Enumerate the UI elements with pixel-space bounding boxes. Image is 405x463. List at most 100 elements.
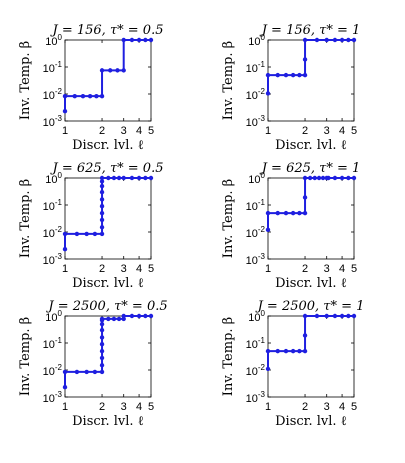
x-axis-label: Discr. lvl. ℓ <box>275 414 347 429</box>
data-point <box>339 313 345 319</box>
y-tick-label: 10-3 <box>43 252 63 267</box>
x-tick-label: 4 <box>136 401 142 413</box>
y-tick-label: 100 <box>248 171 265 186</box>
data-point <box>332 37 338 43</box>
data-point <box>148 175 154 181</box>
data-point <box>99 210 105 216</box>
data-point <box>99 93 105 99</box>
y-tick-label: 10-2 <box>43 87 63 102</box>
x-tick-label: 4 <box>136 125 142 137</box>
x-tick-label: 5 <box>351 125 357 137</box>
data-point <box>290 348 296 354</box>
y-tick-label: 10-2 <box>246 363 266 378</box>
x-tick-label: 1 <box>62 263 68 275</box>
x-axis-label: Discr. lvl. ℓ <box>275 138 347 153</box>
data-point <box>290 72 296 78</box>
y-tick-label: 10-3 <box>246 252 266 267</box>
plot-frame <box>267 315 355 398</box>
plot-frame <box>64 177 152 260</box>
x-tick-label: 2 <box>302 263 308 275</box>
x-tick-label: 5 <box>351 263 357 275</box>
data-point <box>99 189 105 195</box>
data-point <box>283 72 289 78</box>
x-tick-label: 1 <box>265 125 271 137</box>
data-point <box>111 316 117 322</box>
data-point <box>324 37 329 43</box>
data-point <box>108 68 113 73</box>
data-point <box>351 37 357 43</box>
x-tick-label: 1 <box>62 125 68 137</box>
x-tick-label: 5 <box>148 263 154 275</box>
data-point <box>351 175 357 181</box>
data-point <box>84 369 89 375</box>
data-point <box>302 72 308 78</box>
x-axis-label: Discr. lvl. ℓ <box>72 276 144 291</box>
data-point <box>307 175 313 181</box>
data-point <box>148 37 154 43</box>
y-tick-label: 10-1 <box>246 198 266 213</box>
data-point <box>87 93 93 99</box>
data-point <box>92 231 98 237</box>
data-point <box>129 313 135 319</box>
data-point <box>80 93 86 99</box>
data-point <box>275 72 280 78</box>
data-point <box>275 348 280 354</box>
data-point <box>302 57 308 62</box>
data-point <box>121 313 126 319</box>
data-point <box>74 369 80 375</box>
data-point <box>99 327 105 333</box>
data-point <box>121 175 126 181</box>
data-point <box>265 227 271 233</box>
data-point <box>351 313 357 319</box>
data-point <box>320 175 326 181</box>
data-point <box>312 175 317 181</box>
data-point <box>99 342 105 347</box>
data-point <box>129 175 135 181</box>
x-tick-label: 3 <box>121 125 127 137</box>
data-point <box>339 37 345 43</box>
chart-title: J = 2500, τ* = 1 <box>255 299 365 314</box>
y-axis-label: Inv. Temp. β <box>18 317 33 396</box>
data-point <box>99 316 105 322</box>
x-tick-label: 1 <box>265 401 271 413</box>
x-tick-label: 4 <box>339 401 345 413</box>
data-point <box>62 109 68 114</box>
data-point <box>116 316 122 322</box>
data-point <box>62 247 68 252</box>
data-point <box>136 175 142 181</box>
data-point <box>346 175 351 181</box>
data-point <box>99 335 105 340</box>
y-axis-label: Inv. Temp. β <box>18 41 33 120</box>
y-tick-label: 10-1 <box>43 198 63 213</box>
data-point <box>62 93 68 99</box>
x-tick-label: 5 <box>148 125 154 137</box>
data-point <box>99 231 105 237</box>
data-point <box>92 369 98 375</box>
data-point <box>332 175 338 181</box>
data-point <box>99 225 105 230</box>
data-point <box>99 355 105 361</box>
data-point <box>314 37 320 43</box>
x-tick-label: 2 <box>302 401 308 413</box>
data-point <box>62 385 68 390</box>
y-tick-label: 100 <box>45 309 62 324</box>
data-point <box>283 210 289 216</box>
series-line <box>64 177 151 250</box>
y-tick-label: 10-1 <box>43 336 63 351</box>
x-axis-label: Discr. lvl. ℓ <box>72 138 144 153</box>
data-point <box>62 369 68 375</box>
series-line <box>64 39 151 112</box>
x-tick-label: 5 <box>351 401 357 413</box>
data-point <box>84 231 89 237</box>
data-point <box>302 333 308 338</box>
x-axis-label: Discr. lvl. ℓ <box>275 276 347 291</box>
y-tick-label: 100 <box>45 33 62 48</box>
data-point <box>290 210 296 216</box>
data-point <box>99 197 105 202</box>
y-tick-label: 10-1 <box>246 336 266 351</box>
plot-frame <box>64 315 152 398</box>
